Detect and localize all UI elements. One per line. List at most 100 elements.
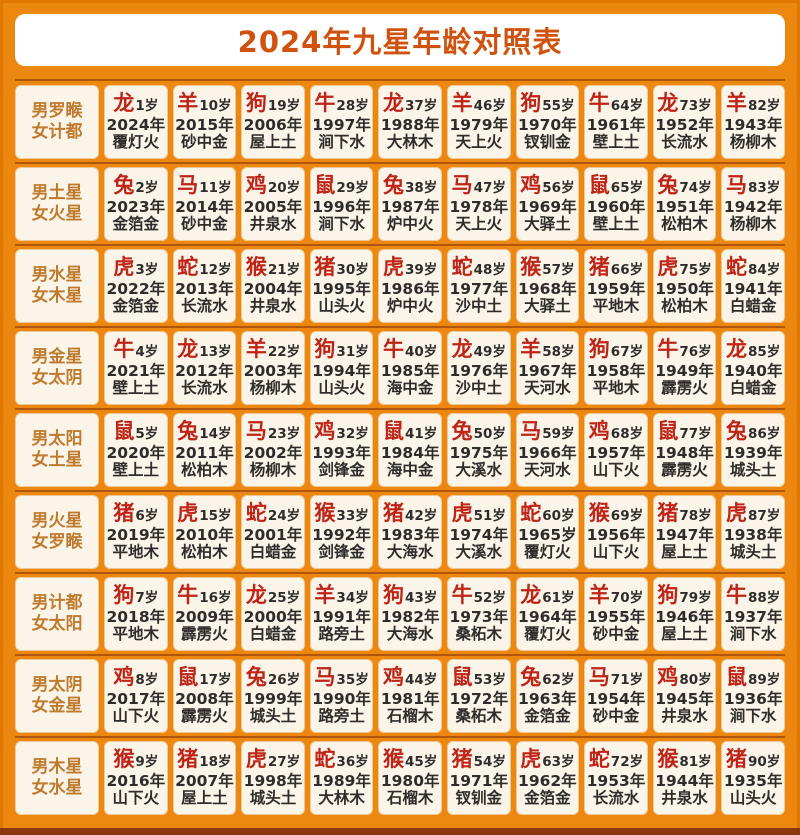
age-text: 54岁 [473,754,506,771]
element-text: 山下火 [112,707,160,726]
animal-age-line: 虎 63岁 [520,748,574,772]
element-text: 壁上土 [592,133,640,152]
age-text: 18岁 [199,754,232,771]
animal-char: 鼠 [383,419,405,444]
age-text: 48岁 [473,262,506,279]
element-text: 大林木 [318,789,365,808]
animal-char: 鸡 [314,419,336,444]
zodiac-cell: 马 71岁 1954年 砂中金 [584,659,648,733]
male-star-label: 男土星 [31,182,83,203]
year-text: 2013年 [175,279,234,298]
animal-age-line: 牛 4岁 [113,338,158,362]
animal-age-line: 蛇 84岁 [726,256,780,280]
animal-char: 猪 [657,501,679,526]
year-text: 2019年 [106,525,166,544]
animal-char: 龙 [657,91,679,116]
age-text: 56岁 [542,180,575,197]
animal-age-line: 鸡 20岁 [246,174,300,198]
female-star-label: 女太阴 [31,368,83,388]
year-text: 1991年 [312,607,371,626]
zodiac-cell: 牛 76岁 1949年 霹雳火 [652,331,717,405]
animal-age-line: 牛 52岁 [452,584,506,608]
animal-age-line: 猴 81岁 [657,748,711,772]
age-text: 61岁 [542,590,575,607]
zodiac-cell: 蛇 60岁 1965岁 覆灯火 [515,495,580,569]
element-text: 杨柳木 [729,133,777,152]
element-text: 钗钏金 [455,789,503,808]
animal-age-line: 牛 28岁 [314,92,368,116]
age-text: 1岁 [135,98,159,115]
animal-char: 鼠 [177,665,199,690]
zodiac-cell: 猪 66岁 1959年 平地木 [584,249,648,323]
animal-char: 龙 [451,337,473,362]
zodiac-cell: 牛 88岁 1937年 涧下水 [721,577,785,651]
zodiac-cell: 鸡 56岁 1969年 大驿土 [515,167,580,241]
element-text: 天河水 [524,461,571,480]
zodiac-cell: 鼠 89岁 1936年 涧下水 [721,659,785,733]
animal-char: 马 [451,173,473,198]
animal-char: 猴 [245,255,267,280]
element-text: 金箔金 [524,707,571,726]
element-text: 炉中火 [386,297,434,316]
female-star-label: 女金星 [31,696,83,716]
zodiac-cell: 狗 19岁 2006年 屋上土 [241,85,305,159]
zodiac-cell: 羊 46岁 1979年 天上火 [446,85,511,159]
animal-char: 狗 [588,337,610,362]
year-text: 1949年 [655,361,714,380]
zodiac-cell: 兔 74岁 1951年 松柏木 [652,167,717,241]
animal-char: 羊 [245,337,267,362]
animal-char: 蛇 [177,255,199,280]
element-text: 井泉水 [249,215,297,234]
table-row: 男罗睺 女计都龙 1岁 2024年 覆灯火羊 10岁 2015年 砂中金狗 19岁 2006年 屋上… [15,85,785,164]
animal-char: 蛇 [725,255,747,280]
animal-char: 牛 [113,337,135,362]
element-text: 壁上土 [592,215,640,234]
animal-char: 鸡 [383,665,405,690]
age-text: 67岁 [610,344,644,361]
zodiac-cell: 鸡 32岁 1993年 剑锋金 [309,413,374,487]
zodiac-cell: 鸡 20岁 2005年 井泉水 [241,167,305,241]
zodiac-cell: 羊 10岁 2015年 砂中金 [172,85,237,159]
age-text: 79岁 [679,590,712,607]
element-text: 霹雳火 [181,625,228,644]
animal-char: 牛 [314,91,336,116]
age-text: 57岁 [542,262,575,279]
animal-age-line: 虎 15岁 [177,502,231,526]
zodiac-cell: 鸡 80岁 1945年 井泉水 [652,659,717,733]
animal-age-line: 猪 42岁 [383,502,437,526]
male-star-label: 男罗睺 [31,100,83,121]
animal-age-line: 猪 54岁 [452,748,506,772]
zodiac-cell: 鼠 29岁 1996年 涧下水 [309,167,374,241]
year-text: 1953年 [586,771,646,790]
year-text: 1990年 [312,689,371,708]
animal-char: 虎 [113,255,135,280]
year-text: 2022年 [106,279,166,298]
year-text: 1969年 [518,197,577,216]
animal-char: 鸡 [113,665,135,690]
year-text: 2017年 [106,689,166,708]
element-text: 杨柳木 [729,215,777,234]
zodiac-cell: 猴 21岁 2004年 井泉水 [241,249,305,323]
animal-char: 龙 [113,91,135,116]
table-row: 男木星 女水星猴 9岁 2016年 山下火猪 18岁 2007年 屋上土虎 27岁 1998年 城头… [15,741,785,818]
male-star-label: 男火星 [31,510,83,531]
year-text: 1973年 [449,607,509,626]
animal-char: 猴 [588,501,610,526]
age-text: 24岁 [267,508,301,525]
year-text: 2004年 [243,279,303,298]
age-text: 60岁 [542,508,575,525]
year-text: 1958年 [586,361,646,380]
year-text: 1972年 [449,689,509,708]
year-text: 2011年 [175,443,234,462]
animal-char: 鼠 [451,665,473,690]
animal-age-line: 龙 73岁 [657,92,711,116]
year-text: 1988年 [380,115,440,134]
age-text: 84岁 [747,262,781,279]
animal-age-line: 羊 22岁 [246,338,300,362]
animal-char: 猪 [588,255,610,280]
age-text: 65岁 [610,180,644,197]
age-text: 75岁 [679,262,712,279]
element-text: 城头土 [249,789,297,808]
element-text: 海中金 [386,379,434,398]
year-text: 1959年 [586,279,646,298]
